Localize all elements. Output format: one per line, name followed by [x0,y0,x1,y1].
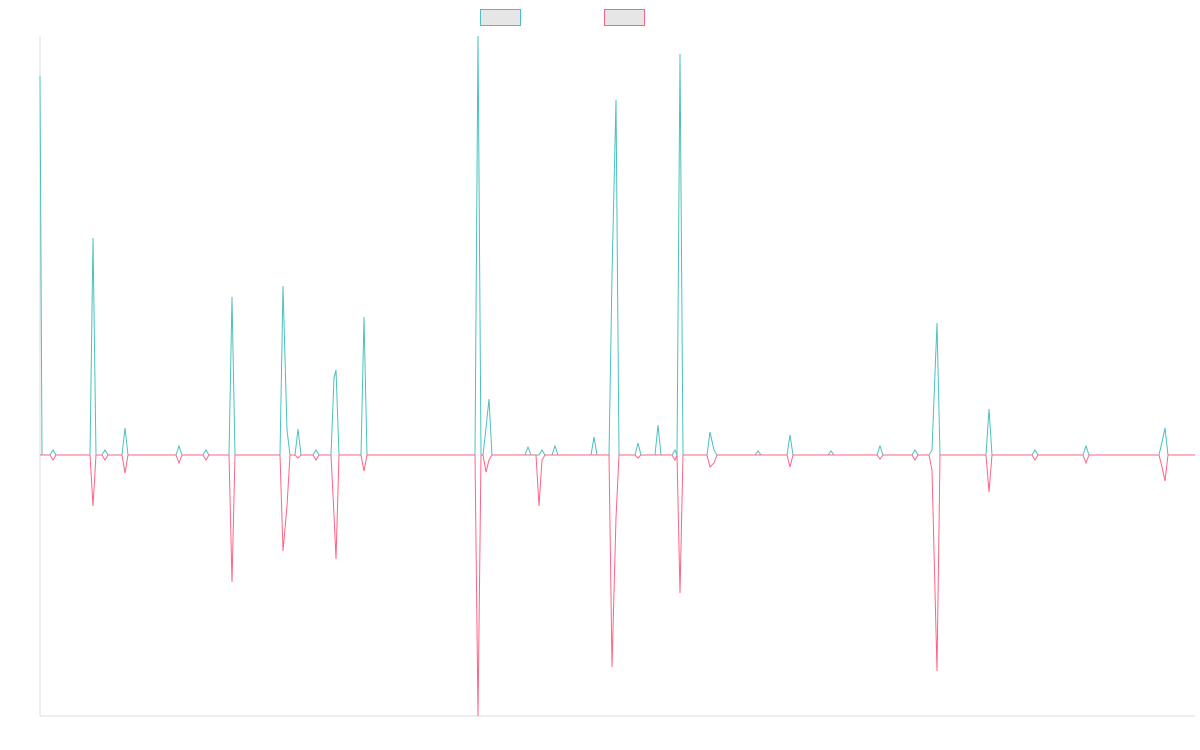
legend-swatch [604,9,645,26]
series-line [39,35,1195,456]
legend-swatch [480,9,521,26]
series-line [40,454,1195,717]
